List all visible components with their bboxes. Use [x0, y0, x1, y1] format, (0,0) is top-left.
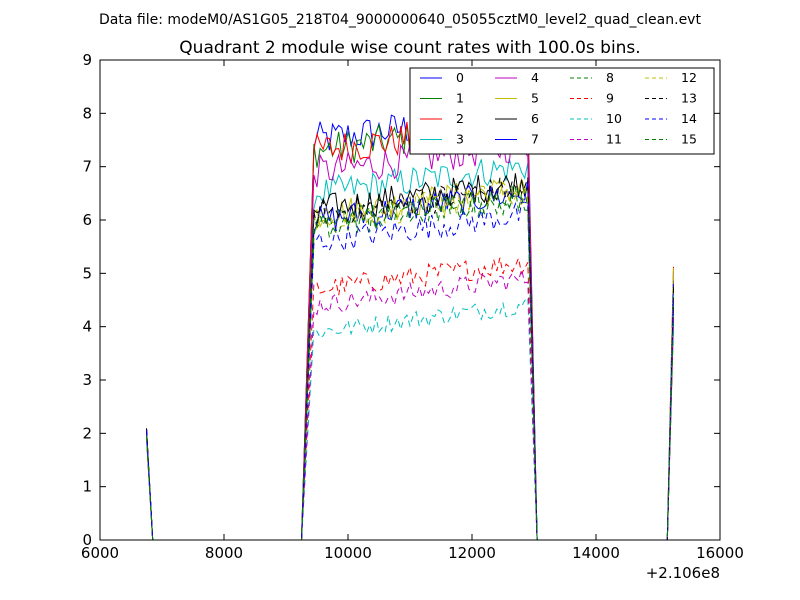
- series-line-8: [146, 187, 674, 541]
- series-line-13: [146, 177, 674, 541]
- x-tick-label: 10000: [324, 544, 372, 562]
- x-tick-label: 14000: [572, 544, 620, 562]
- series-line-6: [146, 173, 674, 541]
- series-line-9: [146, 256, 674, 541]
- y-tick-label: 7: [82, 158, 92, 176]
- y-tick-label: 1: [82, 478, 92, 496]
- y-tick-label: 5: [82, 264, 92, 282]
- legend-label-0: 0: [456, 70, 464, 85]
- plot-frame: [99, 59, 721, 541]
- y-tick-label: 9: [82, 51, 92, 69]
- series-line-3: [146, 158, 674, 541]
- legend-label-8: 8: [606, 70, 614, 85]
- legend-label-3: 3: [456, 132, 464, 147]
- series-line-10: [146, 294, 674, 541]
- series-line-11: [146, 269, 674, 541]
- plot-area: [146, 101, 674, 541]
- y-tick-label: 3: [82, 371, 92, 389]
- legend-label-15: 15: [681, 132, 697, 147]
- x-tick-label: 8000: [205, 544, 243, 562]
- legend-label-14: 14: [681, 111, 697, 126]
- x-tick-label: 6000: [81, 544, 119, 562]
- header-text: Data file: modeM0/AS1G05_218T04_90000006…: [99, 12, 701, 28]
- legend-label-13: 13: [681, 91, 697, 106]
- y-tick-label: 2: [82, 424, 92, 442]
- series-line-5: [146, 177, 674, 541]
- legend-label-9: 9: [606, 91, 614, 106]
- legend-label-11: 11: [606, 132, 622, 147]
- legend-box: [409, 67, 715, 155]
- legend-label-10: 10: [606, 111, 622, 126]
- legend-label-7: 7: [531, 132, 539, 147]
- series-line-14: [146, 201, 674, 541]
- legend-label-6: 6: [531, 111, 539, 126]
- y-tick-label: 8: [82, 104, 92, 122]
- legend-label-4: 4: [531, 70, 539, 85]
- legend-label-1: 1: [456, 91, 464, 106]
- x-tick-label: 12000: [448, 544, 496, 562]
- series-line-7: [146, 179, 674, 541]
- chart-title: Quadrant 2 module wise count rates with …: [179, 38, 640, 58]
- series-line-4: [146, 132, 674, 541]
- y-tick-label: 0: [82, 531, 92, 549]
- x-offset-label: +2.106e8: [646, 564, 720, 582]
- series-line-15: [146, 186, 674, 541]
- y-tick-label: 4: [82, 318, 92, 336]
- legend-label-5: 5: [531, 91, 539, 106]
- legend-label-12: 12: [681, 70, 697, 85]
- y-tick-label: 6: [82, 211, 92, 229]
- series-line-12: [146, 181, 674, 541]
- x-tick-label: 16000: [696, 544, 744, 562]
- legend-label-2: 2: [456, 111, 464, 126]
- series-line-0: [146, 101, 674, 541]
